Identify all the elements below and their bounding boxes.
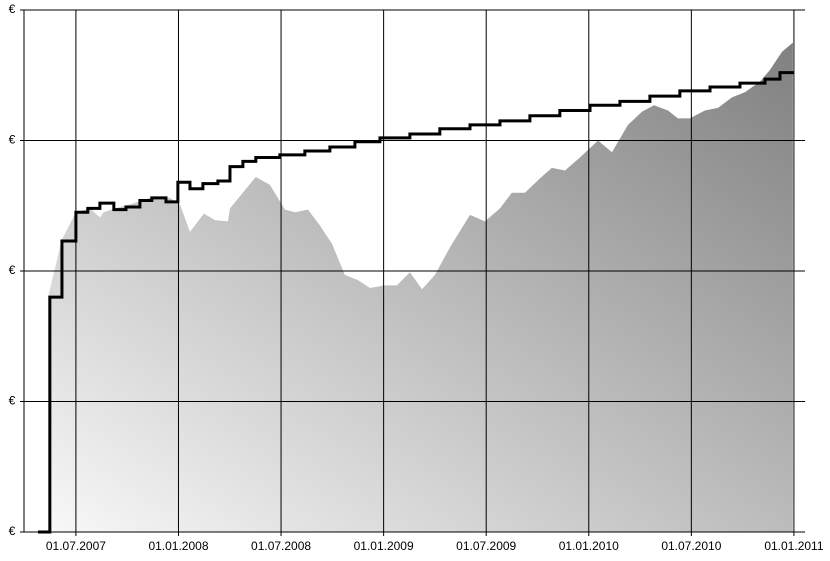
- x-tick-label: 01.07.2008: [251, 539, 311, 553]
- x-tick-label: 01.07.2010: [661, 539, 721, 553]
- x-tick-label: 01.01.2010: [559, 539, 619, 553]
- y-tick-label: €: [9, 2, 16, 16]
- x-tick-label: 01.01.2009: [354, 539, 414, 553]
- y-tick-label: €: [9, 394, 16, 408]
- x-tick-label: 01.07.2009: [456, 539, 516, 553]
- y-tick-label: €: [9, 524, 16, 538]
- step-line: [37, 71, 794, 534]
- y-tick-label: €: [9, 263, 16, 277]
- x-tick-label: 01.01.2011: [764, 539, 823, 553]
- x-tick-label: 01.07.2007: [46, 539, 106, 553]
- area: [48, 42, 793, 532]
- y-tick-label: €: [9, 133, 16, 147]
- x-tick-label: 01.01.2008: [148, 539, 208, 553]
